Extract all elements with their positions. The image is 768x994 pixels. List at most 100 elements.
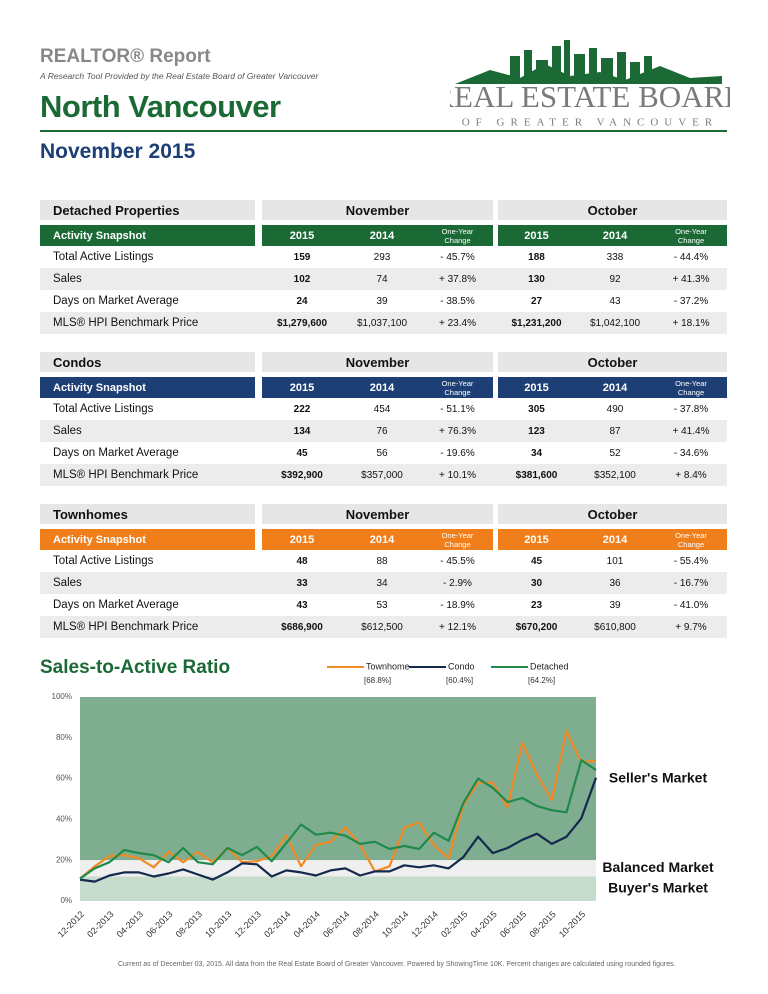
column-header: 2015 [498, 529, 575, 550]
series-line [79, 759, 597, 880]
table-cell: MLS® HPI Benchmark Price [53, 621, 199, 633]
table-cell: 454 [373, 403, 391, 415]
column-header: One-Year Change [655, 225, 727, 246]
table-cell: $670,200 [515, 621, 558, 633]
table-cell: 56 [376, 447, 388, 459]
table-row: MLS® HPI Benchmark Price $392,900 $357,000… [40, 464, 727, 486]
series-line [79, 777, 598, 883]
table-cell: 188 [528, 251, 545, 263]
column-header: 2014 [575, 377, 655, 398]
y-tick-label: 100% [52, 692, 72, 701]
table-header-row: Activity Snapshot 2015 2014 One-Year Change… [40, 526, 727, 550]
x-tick-label: 08-2014 [351, 909, 381, 939]
table-cell: + 76.3% [439, 425, 476, 437]
column-header: Activity Snapshot [40, 377, 255, 398]
table-cell: + 37.8% [439, 273, 476, 285]
legend-label: Townhome [366, 661, 410, 671]
x-tick-label: 06-2014 [321, 909, 351, 939]
gap [255, 526, 262, 529]
table-row: MLS® HPI Benchmark Price $686,900 $612,500… [40, 616, 727, 638]
x-tick-label: 04-2014 [292, 909, 322, 939]
market-zone [80, 697, 596, 861]
table-cell: 123 [528, 425, 545, 437]
table-cell: - 2.9% [443, 577, 472, 589]
table-row: Total Active Listings 222 454 - 51.1% 305 490… [40, 398, 727, 420]
zone-label: Seller's Market [609, 769, 708, 785]
table-cell: 24 [296, 295, 308, 307]
table-cell: Sales [53, 577, 82, 589]
table-cell: 338 [606, 251, 624, 263]
table-cell: MLS® HPI Benchmark Price [53, 469, 199, 481]
table-cell: $1,042,100 [589, 317, 641, 329]
table-header-row: Activity Snapshot 2015 2014 One-Year Change… [40, 222, 727, 246]
y-tick-label: 20% [56, 855, 72, 864]
table-cell: + 23.4% [439, 317, 476, 329]
table-cell: 74 [376, 273, 388, 285]
gap [255, 222, 262, 225]
table-cell: - 38.5% [440, 295, 475, 307]
table-cell: 102 [293, 273, 311, 285]
table-cell: 53 [376, 599, 388, 611]
column-header: 2014 [342, 377, 422, 398]
x-tick-label: 02-2014 [262, 909, 292, 939]
column-header: 2014 [575, 225, 655, 246]
table-row: MLS® HPI Benchmark Price $1,279,600 $1,037… [40, 312, 727, 334]
table-title: Condos [40, 352, 255, 372]
table-cell: 88 [376, 555, 388, 567]
table-cell: 293 [373, 251, 391, 263]
table-cell: 30 [530, 577, 543, 589]
report-subtitle: A Research Tool Provided by the Real Est… [40, 71, 319, 81]
column-header: 2015 [498, 377, 575, 398]
table-section: Condos November October Activity Snapshot 20… [40, 352, 727, 486]
logo-tagline: OF GREATER VANCOUVER [462, 117, 719, 129]
column-header: 2015 [262, 225, 342, 246]
column-header: 2014 [575, 529, 655, 550]
table-cell: + 10.1% [439, 469, 476, 481]
x-tick-label: 08-2013 [174, 909, 204, 939]
table-cell: $686,900 [281, 621, 323, 633]
column-header: 2015 [262, 377, 342, 398]
x-tick-label: 08-2015 [527, 909, 557, 939]
y-tick-label: 60% [56, 774, 72, 783]
table-cell: Total Active Listings [53, 555, 154, 567]
x-tick-label: 04-2015 [468, 909, 498, 939]
column-header: 2014 [342, 529, 422, 550]
x-tick-label: 12-2014 [409, 909, 439, 939]
table-cell: 34 [376, 577, 388, 589]
group-heading: October [498, 352, 727, 372]
table-cell: - 37.8% [673, 403, 709, 415]
table-cell: Sales [53, 273, 82, 285]
column-header: One-Year Change [422, 225, 493, 246]
table-cell: MLS® HPI Benchmark Price [53, 317, 199, 329]
column-header: One-Year Change [655, 377, 727, 398]
column-header: One-Year Change [422, 377, 493, 398]
table-cell: 130 [528, 273, 545, 285]
table-cell: Total Active Listings [53, 251, 154, 263]
x-tick-label: 10-2015 [557, 909, 587, 939]
table-cell: + 9.7% [675, 621, 707, 633]
table-row: Total Active Listings 48 88 - 45.5% 45 101 - 5… [40, 550, 727, 572]
table-cell: 33 [296, 577, 308, 589]
table-cell: 43 [609, 295, 621, 307]
logo-skyline [455, 40, 722, 84]
table-cell: - 41.0% [673, 599, 709, 611]
gap [255, 374, 262, 377]
table-cell: $612,500 [361, 621, 403, 633]
table-row: Sales 134 76 + 76.3% 123 87 + 41.4% [40, 420, 727, 442]
table-title-row: Condos November October [40, 352, 727, 372]
table-cell: 39 [376, 295, 388, 307]
table-cell: 36 [609, 577, 621, 589]
table-header-row: Activity Snapshot 2015 2014 One-Year Change… [40, 374, 727, 398]
table-cell: 134 [293, 425, 311, 437]
table-cell: $1,279,600 [276, 317, 328, 329]
table-cell: $357,000 [361, 469, 403, 481]
x-tick-label: 06-2013 [144, 909, 174, 939]
group-heading: October [498, 504, 727, 524]
table-row: Sales 102 74 + 37.8% 130 92 + 41.3% [40, 268, 727, 290]
table-cell: - 18.9% [440, 599, 475, 611]
table-cell: 92 [609, 273, 621, 285]
table-row: Days on Market Average 45 56 - 19.6% 34 52 - 3… [40, 442, 727, 464]
table-title: Detached Properties [40, 200, 255, 220]
zone-label: Buyer's Market [608, 879, 708, 895]
table-section: Townhomes November October Activity Snapsho… [40, 504, 727, 638]
